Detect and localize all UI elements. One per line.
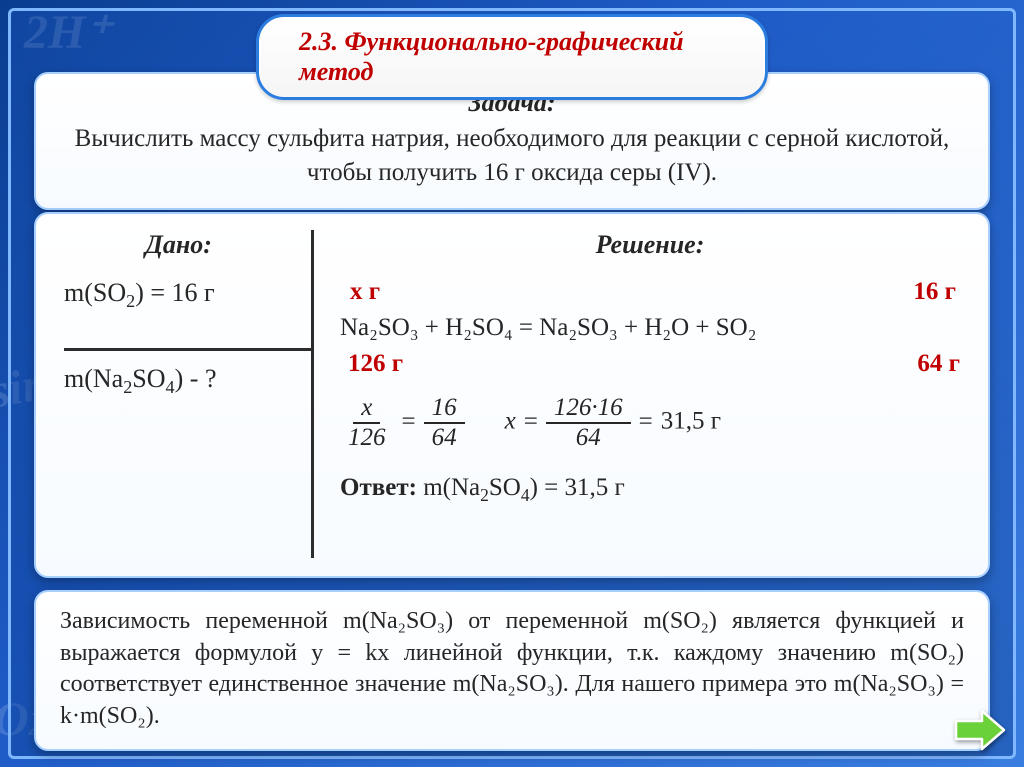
explanation-panel: Зависимость переменной m(Na₂SO₃) от пере… [34, 590, 990, 751]
find-mid: SO [132, 364, 165, 393]
solution-heading: Решение: [340, 230, 960, 260]
eq-annotation-126: 126 г [348, 350, 403, 378]
frac-num: 126·16 [546, 394, 631, 424]
x-var: x [505, 408, 516, 435]
eq-annotation-64: 64 г [917, 350, 960, 378]
chemical-equation: Na₂SO₃ + H₂SO₄ = Na₂SO₃ + H₂O + SO₂ [340, 314, 960, 342]
solution-panel: Дано: m(SO2) = 16 г m(Na2SO4) - ? Решени… [34, 212, 990, 578]
given-mass-so2: m(SO2) = 16 г [64, 278, 293, 312]
frac-num: 16 [424, 394, 465, 424]
mass-rest: ) = 16 г [135, 278, 215, 307]
frac-den: 64 [568, 424, 609, 452]
solution-column: Решение: x г 16 г Na₂SO₃ + H₂SO₄ = Na₂SO… [314, 230, 960, 558]
slide-title: 2.3. Функционально-графический метод [256, 14, 768, 100]
answer-rest: ) = 31,5 г [530, 474, 625, 501]
explanation-text: Зависимость переменной m(Na₂SO₃) от пере… [60, 606, 964, 733]
frac-den: 126 [340, 424, 394, 452]
arrow-right-icon [952, 707, 1008, 753]
frac-num: x [353, 394, 380, 424]
result-value: 31,5 г [661, 408, 721, 435]
find-expression: m(Na2SO4) - ? [64, 364, 293, 398]
eq-annotation-x: x г [350, 278, 380, 306]
find-label: m(Na [64, 364, 123, 393]
proportion-left: x126=1664 [340, 394, 465, 452]
find-sub2: 4 [166, 377, 175, 397]
given-heading: Дано: [64, 230, 293, 260]
next-arrow-button[interactable] [952, 707, 1008, 753]
find-rest: ) - ? [175, 364, 217, 393]
mass-sub: 2 [126, 291, 135, 311]
answer-line: Ответ: m(Na2SO4) = 31,5 г [340, 474, 960, 506]
problem-text: Вычислить массу сульфита натрия, необход… [64, 122, 960, 190]
answer-label: Ответ: [340, 474, 417, 501]
frac-den: 64 [424, 424, 465, 452]
proportion-right: x=126·1664=31,5 г [505, 394, 721, 452]
given-column: Дано: m(SO2) = 16 г m(Na2SO4) - ? [64, 230, 314, 558]
mass-label: m(SO [64, 278, 126, 307]
find-sub: 2 [123, 377, 132, 397]
answer-mid: SO [489, 474, 521, 501]
eq-annotation-16: 16 г [913, 278, 956, 306]
proportion-row: x126=1664 x=126·1664=31,5 г [340, 394, 960, 452]
answer-sub: 2 [480, 485, 489, 505]
answer-expr: m(Na [423, 474, 480, 501]
equation-block: x г 16 г Na₂SO₃ + H₂SO₄ = Na₂SO₃ + H₂O +… [340, 278, 960, 388]
answer-sub: 4 [521, 485, 530, 505]
